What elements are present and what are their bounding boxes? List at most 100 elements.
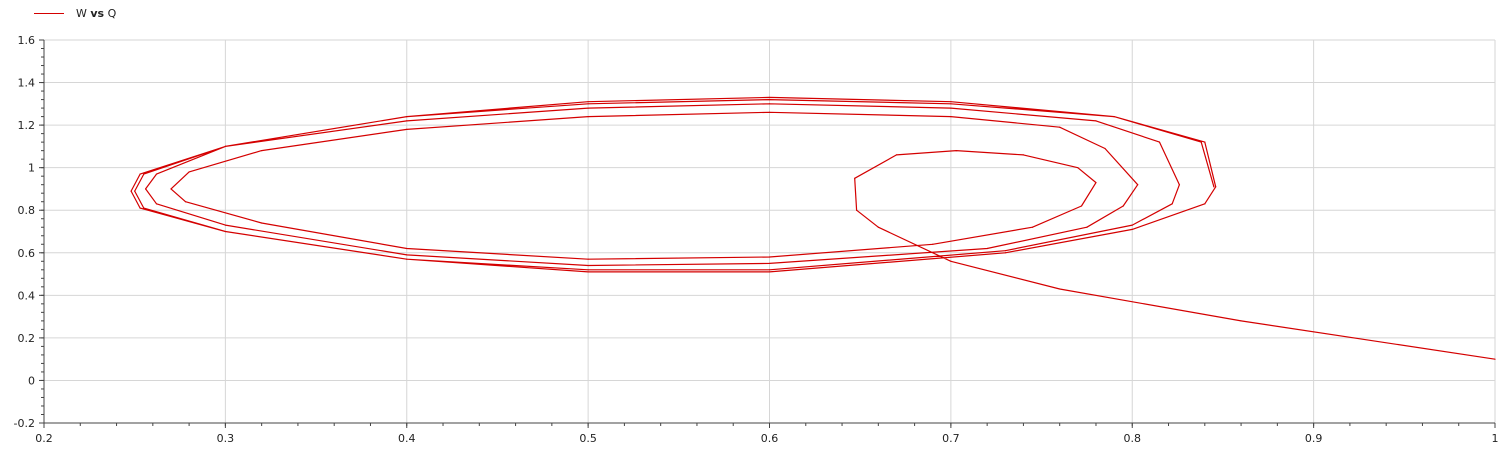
- data-point: [144, 188, 147, 190]
- x-tick-label: 0.9: [1305, 432, 1323, 445]
- x-tick-label: 0.8: [1124, 432, 1142, 445]
- data-point: [950, 260, 952, 262]
- y-tick-label: 0.6: [18, 247, 36, 260]
- data-point: [1086, 226, 1088, 228]
- data-point: [854, 177, 856, 179]
- y-tick-label: 0.8: [18, 204, 36, 217]
- x-tick-label: 0.7: [942, 432, 960, 445]
- data-point: [170, 188, 172, 190]
- data-point: [1122, 205, 1124, 207]
- data-point: [1200, 141, 1202, 143]
- data-point: [1213, 186, 1215, 188]
- legend-label-text: W vs Q: [76, 6, 117, 20]
- data-point: [1095, 120, 1097, 122]
- data-point: [950, 107, 952, 109]
- data-point: [768, 271, 771, 273]
- data-point: [224, 224, 226, 226]
- data-point: [1137, 184, 1139, 186]
- data-point: [155, 203, 158, 205]
- x-tick-label: 0.5: [579, 432, 597, 445]
- legend-label: W vs Q: [76, 7, 116, 20]
- data-point: [406, 120, 408, 122]
- x-tick-label: 1: [1492, 432, 1499, 445]
- data-point: [587, 101, 589, 103]
- data-point: [1080, 205, 1083, 207]
- data-point: [587, 271, 589, 273]
- y-tick-label: 1.6: [18, 34, 36, 47]
- data-point: [587, 264, 589, 267]
- data-point: [932, 243, 934, 245]
- data-point: [143, 207, 145, 209]
- data-point: [768, 103, 771, 105]
- data-point: [224, 230, 226, 233]
- data-point: [855, 209, 858, 211]
- data-point: [1022, 154, 1025, 156]
- data-point: [143, 173, 145, 175]
- data-point: [134, 190, 136, 192]
- y-tick-label: -0.2: [14, 417, 35, 430]
- data-point: [1113, 116, 1115, 118]
- data-point: [1240, 320, 1242, 322]
- data-point: [950, 101, 952, 103]
- data-point: [877, 226, 879, 228]
- data-point: [406, 254, 408, 256]
- series-points-0: [130, 96, 1496, 360]
- data-point: [1004, 250, 1006, 252]
- data-point: [261, 222, 263, 224]
- y-tick-label: 1: [28, 162, 35, 175]
- data-point: [1104, 147, 1106, 150]
- legend: W vs Q: [34, 5, 116, 21]
- y-tick-label: 0: [28, 374, 35, 387]
- data-point: [587, 107, 589, 109]
- data-point: [1031, 226, 1034, 228]
- series-group: [130, 96, 1496, 360]
- data-point: [587, 116, 589, 118]
- data-point: [1059, 288, 1061, 290]
- data-point: [986, 247, 988, 250]
- y-tick-label: 1.4: [18, 77, 36, 90]
- data-point: [139, 207, 141, 209]
- data-point: [406, 116, 408, 118]
- data-point: [1004, 252, 1006, 254]
- legend-swatch: [34, 12, 64, 14]
- data-point: [768, 262, 771, 265]
- data-point: [1095, 181, 1097, 184]
- data-point: [1131, 228, 1133, 230]
- y-tick-label: 0.4: [18, 289, 36, 302]
- data-point: [587, 103, 589, 105]
- data-point: [1204, 141, 1206, 143]
- x-tick-label: 0.2: [35, 432, 53, 445]
- data-point: [587, 269, 589, 271]
- data-point: [1059, 126, 1061, 128]
- data-point: [768, 269, 771, 271]
- data-point: [587, 258, 589, 260]
- data-point: [188, 171, 190, 173]
- x-tick-label: 0.4: [398, 432, 416, 445]
- y-tick-label: 0.2: [18, 332, 36, 345]
- data-point: [950, 116, 952, 118]
- data-point: [130, 190, 132, 192]
- data-point: [895, 154, 898, 156]
- x-tick-label: 0.3: [217, 432, 235, 445]
- data-point: [261, 150, 263, 152]
- y-tick-label: 1.2: [18, 119, 36, 132]
- data-point: [768, 98, 771, 101]
- series-line-0: [130, 96, 1496, 360]
- data-point: [768, 111, 771, 113]
- data-point: [224, 145, 226, 147]
- data-point: [955, 150, 957, 152]
- data-point: [768, 96, 771, 99]
- data-point: [1131, 224, 1133, 226]
- data-point: [1494, 358, 1496, 360]
- data-point: [1178, 184, 1181, 186]
- data-point: [1077, 167, 1079, 169]
- data-point: [184, 201, 187, 203]
- data-point: [1171, 203, 1173, 205]
- ticks: 0.2 0.3 0.4 0.5 0.6 0.7 0.8 0.9 1 -0.2 0 0.2 0.4 0.6 0…: [14, 34, 1499, 445]
- data-point: [406, 128, 408, 130]
- data-point: [1158, 141, 1161, 143]
- data-point: [406, 247, 408, 250]
- data-point: [406, 258, 408, 260]
- x-tick-label: 0.6: [761, 432, 779, 445]
